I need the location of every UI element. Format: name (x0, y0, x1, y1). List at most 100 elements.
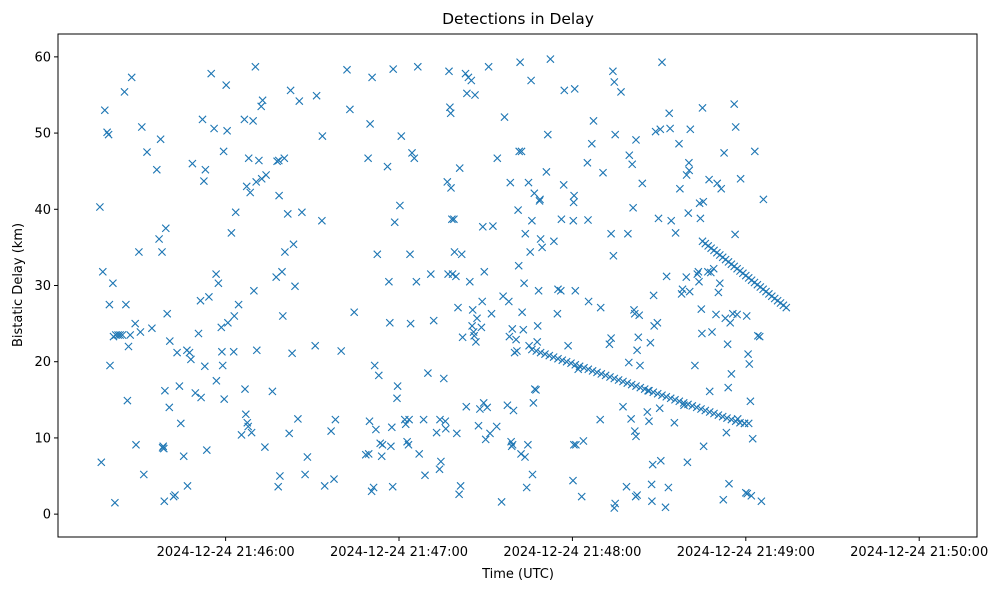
data-point (278, 312, 287, 320)
data-point (536, 235, 545, 243)
data-point (483, 403, 492, 412)
data-point (123, 396, 132, 405)
data-point (176, 419, 185, 428)
data-point (487, 309, 496, 318)
data-point (584, 365, 593, 374)
data-point (386, 442, 395, 451)
data-point (736, 174, 745, 183)
data-point (278, 267, 286, 276)
data-point (371, 425, 380, 434)
plot-area (58, 34, 977, 537)
data-point (567, 359, 575, 368)
data-point (671, 228, 680, 237)
data-point (110, 498, 119, 507)
data-point (218, 361, 227, 370)
data-point (132, 440, 140, 449)
data-point (645, 386, 653, 395)
data-point (364, 449, 373, 458)
data-point (658, 58, 666, 67)
data-point (435, 465, 444, 474)
data-point (365, 417, 374, 426)
data-point (628, 160, 637, 169)
data-point (708, 328, 716, 336)
data-point (455, 490, 464, 499)
data-point (374, 371, 383, 380)
data-point (596, 415, 605, 424)
data-point (320, 481, 329, 490)
data-point (458, 333, 467, 342)
data-point (570, 191, 579, 200)
data-point (697, 405, 705, 413)
data-point (217, 347, 226, 356)
x-tick-label: 2024-12-24 21:50:00 (850, 545, 988, 560)
data-point (478, 297, 487, 306)
data-point (327, 427, 336, 436)
data-point (274, 482, 283, 491)
data-point (731, 230, 740, 239)
data-point (393, 394, 401, 403)
data-point (387, 423, 396, 432)
data-point (714, 288, 723, 297)
data-point (254, 156, 263, 165)
data-point (688, 401, 697, 410)
data-point (512, 347, 521, 355)
data-point (201, 165, 210, 174)
data-point (283, 209, 292, 218)
x-tick-label: 2024-12-24 21:49:00 (677, 545, 815, 560)
data-point (745, 360, 754, 368)
data-point (242, 182, 251, 191)
data-point (220, 395, 229, 404)
data-point (630, 309, 639, 318)
data-point (725, 479, 733, 488)
data-point (378, 440, 387, 449)
data-point (750, 147, 759, 156)
data-point (624, 358, 633, 367)
data-point (727, 415, 736, 424)
data-point (692, 403, 701, 412)
data-point (607, 229, 616, 238)
data-point (432, 428, 441, 437)
data-point (656, 456, 665, 465)
data-point (246, 188, 255, 197)
data-point (532, 347, 541, 355)
data-point (286, 86, 295, 95)
data-point (742, 312, 751, 320)
data-point (204, 292, 213, 301)
data-point (367, 487, 376, 496)
data-point (516, 58, 525, 67)
data-point (108, 279, 117, 288)
data-point (759, 195, 768, 204)
data-point (389, 65, 398, 74)
data-point (723, 414, 731, 423)
chart-title: Detections in Delay (442, 10, 594, 28)
data-point (260, 443, 269, 452)
data-point (121, 300, 130, 309)
data-point (731, 417, 740, 426)
data-point (223, 318, 232, 327)
data-point (447, 215, 456, 224)
data-point (191, 389, 200, 397)
data-point (116, 331, 125, 339)
data-point (497, 497, 506, 506)
data-point (569, 440, 578, 449)
data-point (570, 84, 579, 93)
data-point (249, 286, 258, 295)
data-point (124, 342, 133, 351)
data-point (609, 251, 618, 260)
data-point (524, 178, 533, 187)
data-point (693, 270, 702, 279)
data-point (580, 363, 588, 372)
data-point (503, 401, 512, 410)
data-point (159, 442, 168, 451)
data-point (297, 208, 306, 217)
data-point (654, 214, 663, 223)
data-point (528, 470, 537, 479)
data-point (159, 444, 168, 453)
data-point (569, 476, 577, 485)
data-point (436, 457, 445, 466)
data-point (713, 179, 722, 188)
data-point (183, 481, 192, 490)
data-point (610, 374, 619, 383)
data-point (596, 303, 605, 312)
data-point (229, 347, 238, 356)
